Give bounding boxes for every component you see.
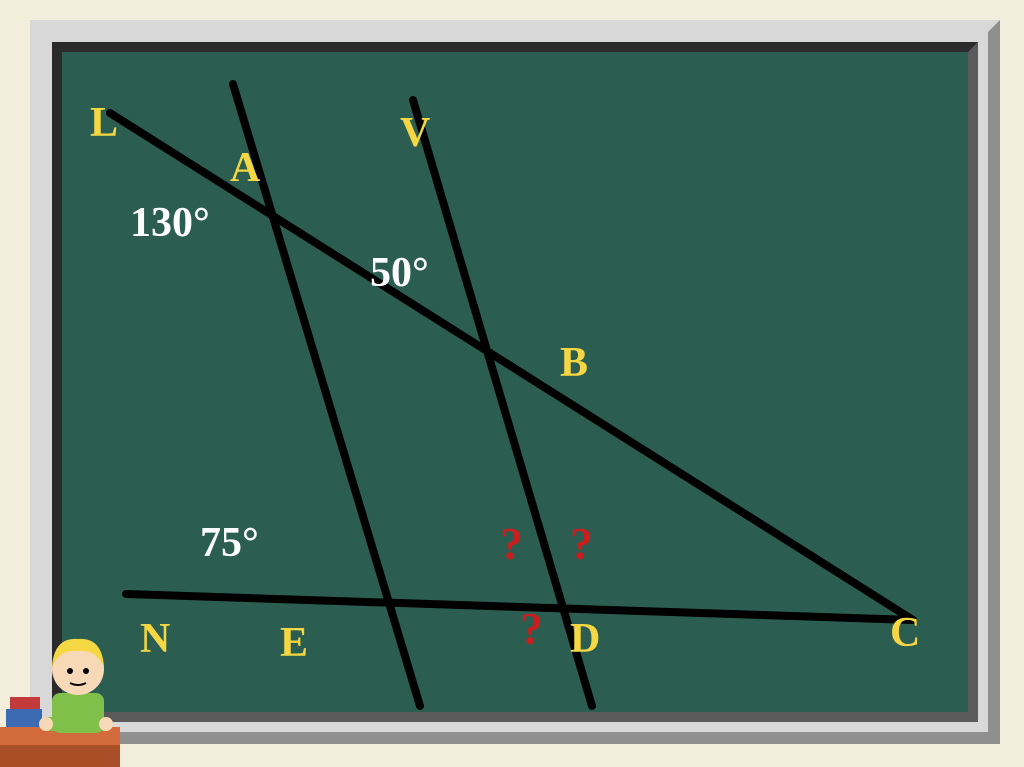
line-AE bbox=[233, 84, 420, 706]
page-root: L V A B N E D C 130° 50° 75° ? ? ? bbox=[0, 0, 1024, 767]
angle-50: 50° bbox=[370, 249, 429, 297]
student-cartoon-icon bbox=[0, 597, 140, 767]
chalkboard-frame: L V A B N E D C 130° 50° 75° ? ? ? bbox=[30, 20, 1000, 744]
chalkboard-surface: L V A B N E D C 130° 50° 75° ? ? ? bbox=[62, 52, 968, 712]
point-label-A: A bbox=[230, 144, 260, 192]
chalkboard-inner-rim: L V A B N E D C 130° 50° 75° ? ? ? bbox=[52, 42, 978, 722]
point-label-C: C bbox=[890, 609, 920, 657]
point-label-N: N bbox=[140, 615, 170, 663]
point-label-V: V bbox=[400, 109, 430, 157]
point-label-D: D bbox=[570, 615, 600, 663]
angle-75: 75° bbox=[200, 519, 259, 567]
q-top-right: ? bbox=[570, 517, 593, 570]
point-label-L: L bbox=[90, 99, 118, 147]
point-label-E: E bbox=[280, 619, 308, 667]
point-label-B: B bbox=[560, 339, 588, 387]
q-bottom: ? bbox=[520, 602, 543, 655]
geometry-diagram bbox=[62, 52, 968, 712]
q-top-left: ? bbox=[500, 517, 523, 570]
angle-130: 130° bbox=[130, 199, 210, 247]
